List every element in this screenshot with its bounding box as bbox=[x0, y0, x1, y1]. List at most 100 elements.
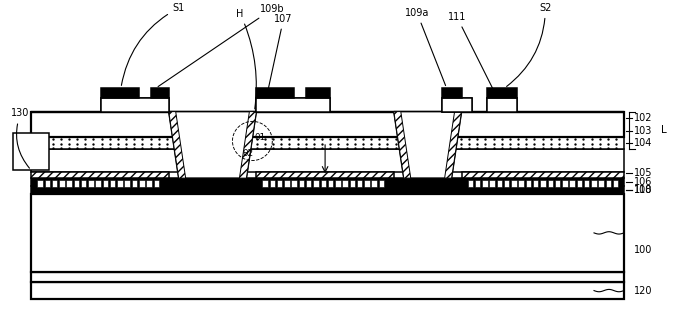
Bar bbox=[306, 88, 330, 98]
Bar bbox=[548, 180, 553, 187]
Bar bbox=[146, 180, 152, 187]
Bar bbox=[372, 180, 377, 187]
Text: L: L bbox=[661, 125, 666, 135]
Bar bbox=[475, 180, 480, 187]
Bar bbox=[277, 180, 282, 187]
Bar bbox=[110, 180, 116, 187]
Bar bbox=[74, 180, 79, 187]
Bar bbox=[117, 180, 123, 187]
Polygon shape bbox=[445, 112, 461, 178]
Bar bbox=[350, 180, 355, 187]
Bar bbox=[540, 180, 546, 187]
Bar bbox=[519, 180, 524, 187]
Polygon shape bbox=[240, 112, 256, 178]
Text: S2: S2 bbox=[507, 3, 551, 86]
Bar bbox=[262, 180, 268, 187]
Bar bbox=[487, 88, 517, 98]
Text: 111: 111 bbox=[447, 12, 496, 95]
Text: 105: 105 bbox=[634, 168, 652, 178]
Text: 100: 100 bbox=[634, 246, 652, 256]
Text: 120: 120 bbox=[634, 285, 652, 295]
Text: 110: 110 bbox=[634, 185, 652, 195]
Bar bbox=[306, 180, 312, 187]
Bar bbox=[468, 180, 473, 187]
Bar bbox=[511, 180, 516, 187]
Polygon shape bbox=[394, 112, 461, 178]
Bar bbox=[139, 180, 144, 187]
Bar bbox=[321, 180, 326, 187]
Bar bbox=[31, 282, 624, 299]
Bar bbox=[291, 180, 297, 187]
Text: 108: 108 bbox=[634, 185, 652, 195]
Bar bbox=[59, 180, 65, 187]
Bar bbox=[606, 180, 611, 187]
Bar bbox=[357, 180, 362, 187]
Bar bbox=[256, 172, 394, 178]
Bar bbox=[576, 180, 582, 187]
Bar bbox=[13, 133, 49, 170]
Polygon shape bbox=[169, 112, 256, 178]
Text: 103: 103 bbox=[634, 126, 652, 136]
Text: θ1: θ1 bbox=[254, 133, 266, 142]
Bar bbox=[364, 180, 369, 187]
Bar bbox=[256, 88, 294, 98]
Bar bbox=[270, 180, 275, 187]
Bar bbox=[31, 272, 624, 282]
Bar bbox=[487, 98, 517, 112]
Bar bbox=[31, 172, 169, 178]
Bar bbox=[584, 180, 590, 187]
Bar bbox=[31, 137, 624, 149]
Bar bbox=[533, 180, 539, 187]
Bar bbox=[31, 194, 624, 272]
Bar bbox=[95, 180, 101, 187]
Bar bbox=[299, 180, 304, 187]
Bar bbox=[31, 186, 624, 194]
Bar bbox=[591, 180, 597, 187]
Bar bbox=[256, 98, 330, 112]
Bar bbox=[599, 180, 604, 187]
Bar bbox=[101, 88, 139, 98]
Bar bbox=[442, 88, 461, 98]
Bar bbox=[125, 180, 130, 187]
Text: S1: S1 bbox=[121, 3, 185, 85]
Polygon shape bbox=[169, 112, 185, 178]
Bar bbox=[489, 180, 495, 187]
Bar bbox=[442, 98, 471, 112]
Text: 104: 104 bbox=[634, 138, 652, 148]
Bar bbox=[482, 180, 487, 187]
Bar bbox=[45, 180, 50, 187]
Bar bbox=[613, 180, 618, 187]
Text: H: H bbox=[236, 9, 256, 109]
Text: 130: 130 bbox=[11, 109, 30, 168]
Bar bbox=[569, 180, 575, 187]
Bar bbox=[101, 98, 169, 112]
Bar bbox=[37, 180, 43, 187]
Bar bbox=[487, 98, 517, 112]
Bar bbox=[562, 180, 567, 187]
Bar bbox=[461, 172, 624, 178]
Bar bbox=[313, 180, 319, 187]
Bar bbox=[342, 180, 348, 187]
Bar bbox=[88, 180, 93, 187]
Bar bbox=[66, 180, 72, 187]
Bar bbox=[153, 180, 159, 187]
Bar bbox=[496, 180, 502, 187]
Bar bbox=[81, 180, 86, 187]
Bar bbox=[52, 180, 57, 187]
Bar bbox=[378, 180, 384, 187]
Text: 102: 102 bbox=[634, 114, 652, 124]
Text: 106: 106 bbox=[634, 177, 652, 187]
Bar bbox=[284, 180, 290, 187]
Polygon shape bbox=[394, 112, 411, 178]
Bar bbox=[102, 180, 108, 187]
Bar bbox=[31, 178, 624, 186]
Bar bbox=[151, 88, 169, 98]
Bar bbox=[101, 98, 169, 112]
Text: 107: 107 bbox=[267, 14, 293, 95]
Bar bbox=[31, 149, 624, 172]
Bar bbox=[504, 180, 510, 187]
Bar bbox=[132, 180, 137, 187]
Bar bbox=[555, 180, 560, 187]
Bar bbox=[335, 180, 341, 187]
Bar bbox=[526, 180, 531, 187]
